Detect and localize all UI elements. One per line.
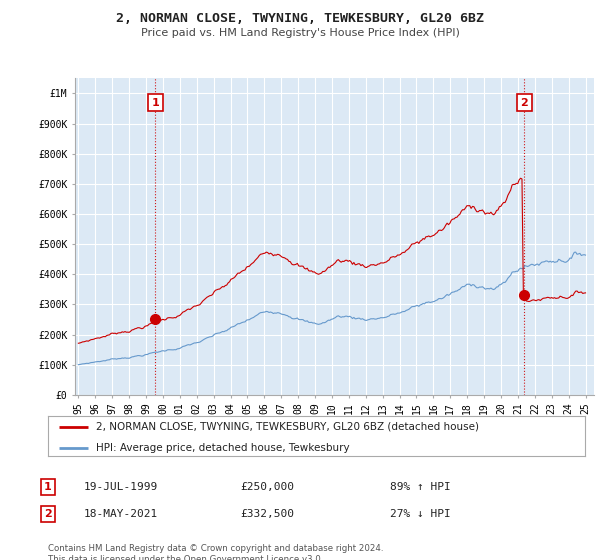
Text: 27% ↓ HPI: 27% ↓ HPI (390, 509, 451, 519)
Text: HPI: Average price, detached house, Tewkesbury: HPI: Average price, detached house, Tewk… (97, 442, 350, 452)
Text: 89% ↑ HPI: 89% ↑ HPI (390, 482, 451, 492)
Text: 18-MAY-2021: 18-MAY-2021 (84, 509, 158, 519)
Text: 1: 1 (44, 482, 52, 492)
Text: 2: 2 (520, 97, 528, 108)
Text: 2, NORMAN CLOSE, TWYNING, TEWKESBURY, GL20 6BZ: 2, NORMAN CLOSE, TWYNING, TEWKESBURY, GL… (116, 12, 484, 25)
Text: £332,500: £332,500 (240, 509, 294, 519)
Text: £250,000: £250,000 (240, 482, 294, 492)
Text: Contains HM Land Registry data © Crown copyright and database right 2024.
This d: Contains HM Land Registry data © Crown c… (48, 544, 383, 560)
Text: 1: 1 (151, 97, 159, 108)
Text: Price paid vs. HM Land Registry's House Price Index (HPI): Price paid vs. HM Land Registry's House … (140, 28, 460, 38)
Text: 19-JUL-1999: 19-JUL-1999 (84, 482, 158, 492)
Text: 2: 2 (44, 509, 52, 519)
Text: 2, NORMAN CLOSE, TWYNING, TEWKESBURY, GL20 6BZ (detached house): 2, NORMAN CLOSE, TWYNING, TEWKESBURY, GL… (97, 422, 479, 432)
